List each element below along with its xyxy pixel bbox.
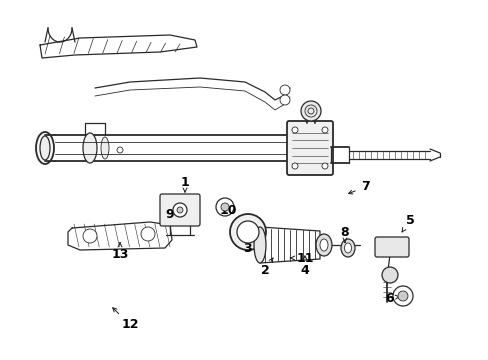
Circle shape	[392, 286, 412, 306]
Circle shape	[397, 291, 407, 301]
Text: 3: 3	[243, 234, 252, 255]
Circle shape	[221, 203, 228, 211]
Circle shape	[141, 227, 155, 241]
Text: 2: 2	[260, 258, 272, 276]
Text: 10: 10	[219, 203, 236, 216]
Circle shape	[301, 101, 320, 121]
Circle shape	[117, 147, 123, 153]
Circle shape	[216, 198, 234, 216]
Ellipse shape	[253, 227, 265, 263]
Circle shape	[173, 203, 186, 217]
Text: 4: 4	[300, 256, 309, 276]
FancyBboxPatch shape	[286, 121, 332, 175]
Circle shape	[291, 127, 297, 133]
Text: 1: 1	[180, 175, 189, 192]
Ellipse shape	[315, 234, 331, 256]
Ellipse shape	[340, 239, 354, 257]
Text: 11: 11	[290, 252, 313, 265]
Ellipse shape	[319, 239, 327, 251]
Ellipse shape	[36, 132, 54, 164]
Circle shape	[177, 207, 183, 213]
Text: 13: 13	[111, 243, 128, 261]
Text: 12: 12	[113, 308, 139, 332]
Ellipse shape	[101, 137, 109, 159]
Ellipse shape	[83, 133, 97, 163]
Text: 7: 7	[348, 180, 368, 194]
Text: 5: 5	[401, 213, 413, 232]
FancyBboxPatch shape	[374, 237, 408, 257]
Circle shape	[229, 214, 265, 250]
FancyBboxPatch shape	[160, 194, 200, 226]
Circle shape	[381, 267, 397, 283]
Circle shape	[321, 127, 327, 133]
Text: 6: 6	[385, 292, 399, 305]
Text: 9: 9	[165, 207, 179, 220]
Ellipse shape	[344, 243, 351, 253]
Ellipse shape	[40, 136, 50, 160]
Circle shape	[291, 163, 297, 169]
Circle shape	[280, 85, 289, 95]
Circle shape	[83, 229, 97, 243]
Circle shape	[321, 163, 327, 169]
Circle shape	[237, 221, 259, 243]
Circle shape	[280, 95, 289, 105]
Text: 8: 8	[340, 226, 348, 242]
